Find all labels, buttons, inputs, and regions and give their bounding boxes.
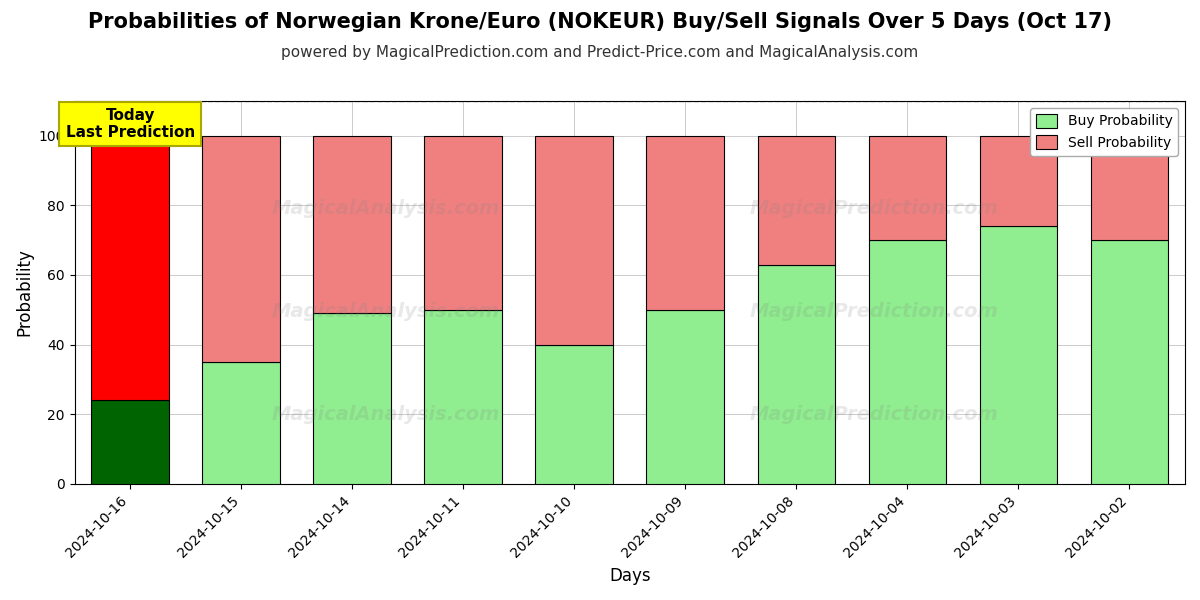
Bar bbox=[979, 226, 1057, 484]
Bar bbox=[203, 136, 280, 362]
Bar bbox=[869, 136, 947, 240]
Text: Today
Last Prediction: Today Last Prediction bbox=[66, 108, 194, 140]
Bar bbox=[535, 136, 613, 344]
Text: MagicalAnalysis.com: MagicalAnalysis.com bbox=[271, 406, 499, 424]
Text: MagicalPrediction.com: MagicalPrediction.com bbox=[750, 302, 998, 321]
Bar bbox=[313, 136, 391, 313]
Text: MagicalAnalysis.com: MagicalAnalysis.com bbox=[271, 302, 499, 321]
Text: MagicalPrediction.com: MagicalPrediction.com bbox=[750, 199, 998, 218]
Bar bbox=[535, 344, 613, 484]
Bar bbox=[425, 310, 502, 484]
Bar bbox=[313, 313, 391, 484]
Bar bbox=[757, 136, 835, 265]
Bar bbox=[91, 400, 169, 484]
Bar bbox=[869, 240, 947, 484]
Bar bbox=[757, 265, 835, 484]
Bar bbox=[647, 136, 725, 310]
Legend: Buy Probability, Sell Probability: Buy Probability, Sell Probability bbox=[1030, 108, 1178, 155]
Bar bbox=[1091, 240, 1169, 484]
Bar bbox=[979, 136, 1057, 226]
Bar bbox=[203, 362, 280, 484]
Text: MagicalPrediction.com: MagicalPrediction.com bbox=[750, 406, 998, 424]
Bar bbox=[1091, 136, 1169, 240]
Text: Probabilities of Norwegian Krone/Euro (NOKEUR) Buy/Sell Signals Over 5 Days (Oct: Probabilities of Norwegian Krone/Euro (N… bbox=[88, 12, 1112, 32]
Text: MagicalAnalysis.com: MagicalAnalysis.com bbox=[271, 199, 499, 218]
Bar bbox=[91, 136, 169, 400]
X-axis label: Days: Days bbox=[610, 567, 650, 585]
Bar bbox=[425, 136, 502, 310]
Text: powered by MagicalPrediction.com and Predict-Price.com and MagicalAnalysis.com: powered by MagicalPrediction.com and Pre… bbox=[281, 45, 919, 60]
Y-axis label: Probability: Probability bbox=[16, 248, 34, 337]
Bar bbox=[647, 310, 725, 484]
